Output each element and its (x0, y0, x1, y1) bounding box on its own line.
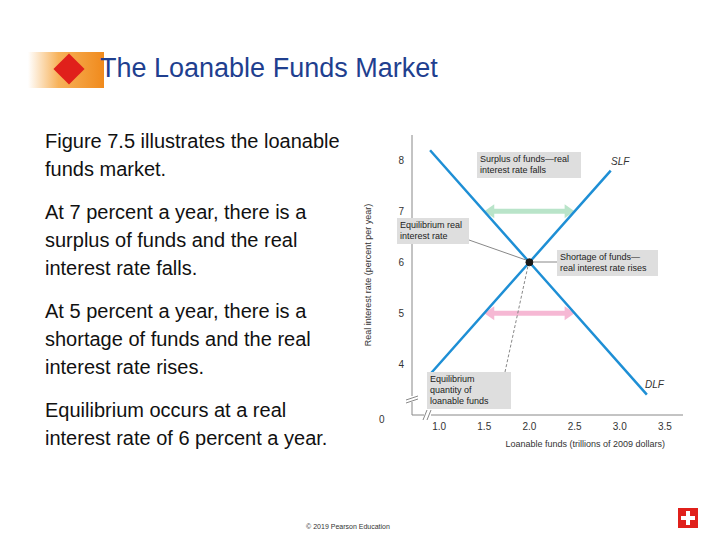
svg-text:2.5: 2.5 (568, 421, 582, 432)
html-text:Figure 7.5 illustrates the loa: Figure 7.5 illustrates the loanable fund… (45, 130, 340, 180)
svg-text:7: 7 (398, 206, 404, 217)
html-text:Surplus of funds—real interest: Surplus of funds—real interest rate fall… (480, 154, 569, 175)
html-text:0: 0 (379, 414, 385, 425)
html-text:DLF: DLF (645, 379, 664, 390)
svg-text:Loanable funds (trillions of 2: Loanable funds (trillions of 2009 dollar… (505, 439, 665, 449)
html-text:Equilibrium quantity of loanab: Equilibrium quantity of loanable funds (430, 374, 489, 406)
html-text:The Loanable Funds Market: The Loanable Funds Market (100, 53, 438, 83)
svg-text:3.5: 3.5 (658, 421, 672, 432)
svg-text:5: 5 (398, 308, 404, 319)
svg-text:1.5: 1.5 (477, 421, 491, 432)
svg-text:4: 4 (398, 359, 404, 370)
html-text:At 5 percent a year, there is: At 5 percent a year, there is a shortage… (45, 300, 311, 378)
svg-text:1.0: 1.0 (432, 421, 446, 432)
svg-text:Real interest rate (percent pe: Real interest rate (percent per year) (363, 204, 373, 347)
svg-text:6: 6 (398, 257, 404, 268)
html-text:Equilibrium real interest rate: Equilibrium real interest rate (400, 220, 462, 241)
html-text:© 2019 Pearson Education: © 2019 Pearson Education (306, 523, 390, 530)
svg-text:2.0: 2.0 (522, 421, 536, 432)
html-text:SLF: SLF (611, 156, 630, 167)
svg-text:8: 8 (398, 155, 404, 166)
html-text:At 7 percent a year, there is: At 7 percent a year, there is a surplus … (45, 201, 307, 279)
html-text:Equilibrium occurs at a real i: Equilibrium occurs at a real interest ra… (45, 399, 328, 449)
svg-text:3.0: 3.0 (613, 421, 627, 432)
html-text:Shortage of funds—real interes: Shortage of funds—real interest rate ris… (560, 252, 647, 273)
